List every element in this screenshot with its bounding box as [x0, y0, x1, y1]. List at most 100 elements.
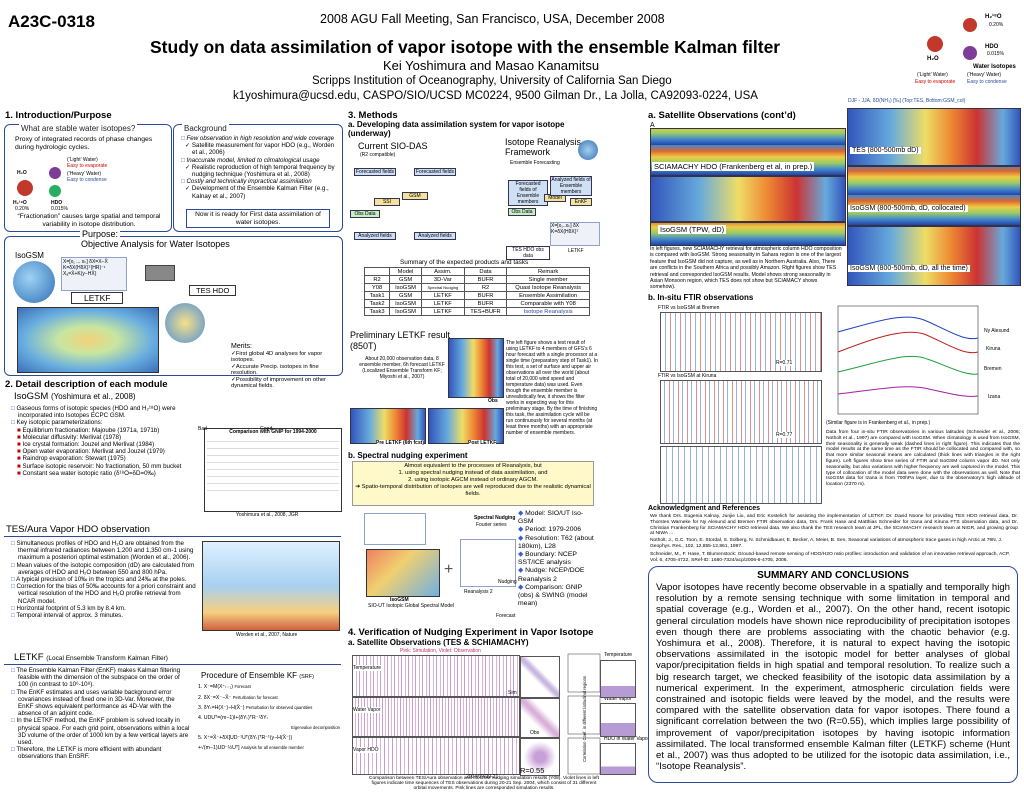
- spectral-plot: [364, 513, 426, 545]
- table-row: R2 GSM 3D-Var BUFR Single member: [363, 275, 590, 284]
- table-row: Task2 IsoGSM LETKF BUFR Comparable with Y08: [363, 299, 590, 308]
- prelim-pre-map: [350, 408, 426, 444]
- light-label: (‘Light’ Water): [67, 157, 98, 163]
- merit-item: ✓Accurate Precip. isotopes in fine resol…: [231, 363, 319, 377]
- h218o-label: H₂¹⁸O: [985, 14, 1002, 20]
- bg-item: □ Few observation in high resolution and…: [181, 135, 335, 142]
- cond-label: Easy to condense: [67, 177, 107, 183]
- pre-label: Pre LETKF (6th fcst): [376, 440, 425, 446]
- ftir-kiruna-plot: [660, 380, 822, 444]
- ref-1: Notholt, J., G.C. Toon, E. Stordal, S. S…: [650, 538, 1003, 549]
- methods-b-title: b. Spectral nudging experiment: [348, 451, 468, 460]
- section-2-title: 2. Detail description of each module: [5, 379, 168, 390]
- purpose-box: Purpose: Objective Analysis for Water Is…: [4, 229, 343, 389]
- post-label: Post LETKF: [468, 440, 497, 446]
- bg-item: □ Costly and technically impractical ass…: [181, 178, 312, 186]
- isogsm-all-map: [847, 226, 1021, 286]
- letkf-rule: [4, 664, 341, 665]
- diag-box: SSI: [374, 198, 400, 206]
- verif-caption: Comparison between TES/Aura observation …: [369, 776, 599, 792]
- gnip-table-title: Comparison with GNIP for 1994-2000: [229, 429, 317, 435]
- summary-text: Vapor isotopes have recently become obse…: [656, 582, 1010, 773]
- station-izana: Izana: [988, 394, 1001, 400]
- purpose-globe-map-2: [165, 303, 205, 343]
- ftir-r2: R=0.77: [776, 432, 793, 438]
- model-specs: ◆ Model: SIO/UT Iso-GSM ◆ Period: 1979-2…: [518, 510, 594, 608]
- diag-box: EnKF: [570, 198, 592, 206]
- easy-evaporate-label: Easy to evaporate: [915, 79, 956, 85]
- summary-box: SUMMARY AND CONCLUSIONS Vapor isotopes h…: [648, 566, 1018, 783]
- isogsm-collocated-map: [847, 166, 1021, 226]
- hdo-molecule-icon: [963, 46, 977, 60]
- diag-equation: X=[x₁..xₖ] δX K=δX(HδX)ᵀ: [550, 222, 600, 246]
- prelim-obs-map: [448, 338, 504, 398]
- tasks-table-title: Summary of the expected products and tas…: [400, 259, 529, 266]
- ftir-text: Data from four in-situ FTIR observatorie…: [826, 430, 1020, 488]
- diag-box: Analyzed fields: [414, 232, 456, 240]
- nudge-label: Reanalysis 2: [464, 589, 493, 595]
- now-ready-box: Now it is ready for First data assimilat…: [186, 209, 330, 229]
- diag-box: GSM: [402, 192, 428, 200]
- isogsm-collocated-label: IsoGSM (800-500mb, dD, collocated): [848, 205, 968, 212]
- diag-box: Analyzed fields of Ensemble members: [550, 176, 592, 196]
- nudge-label: Spectral Nudging: [474, 515, 516, 521]
- plus-icon: +: [444, 561, 454, 578]
- merits-title: Merits:: [231, 343, 252, 350]
- bg-item: □ Inaccurate model, limited to climatolo…: [181, 156, 320, 164]
- tes-aura-list: □ Simultaneous profiles of HDO and H₂O a…: [11, 540, 196, 620]
- isogsm-tpw-label: IsoGSM (TPW, dD): [658, 225, 727, 234]
- corr-ylabel: Correlation Coef. in different latitudin…: [582, 675, 587, 763]
- diag-box: Obs Data: [350, 210, 380, 218]
- isotopes-box-title: What are stable water isotopes?: [19, 124, 138, 133]
- h2o-molecule-icon: [927, 36, 943, 52]
- nudge-label: Fourier series: [476, 522, 507, 528]
- current-das-sub: (R2 compatible): [360, 152, 396, 158]
- verif-legend: Pink: Simulation, Violet: Observation: [400, 648, 481, 654]
- panel-a-label: A: [650, 122, 655, 129]
- diag-box: Forecasted fields of Ensemble members: [508, 180, 548, 206]
- station-ny: Ny Alesund: [984, 328, 1010, 334]
- fractionation-text: “Fractionation” causes large spatial and…: [17, 213, 161, 228]
- merits-list: ✓First global 4D analyses for vapor isot…: [231, 351, 339, 389]
- pct2-text: 0.015%: [51, 206, 68, 212]
- bg-item: ✓ Realistic reproduction of high tempora…: [185, 163, 335, 179]
- scatter-hdo: [520, 738, 560, 776]
- procedure-title: Procedure of Ensemble KF (SRF): [201, 671, 314, 680]
- ftir-kiruna-label: FTIR vs IsoGSM at Kiruna: [658, 373, 717, 379]
- isogsm-description: □ Gaseous forms of isotopic species (HDO…: [11, 405, 182, 477]
- tes-top-label: DJF - JJA, δD(NH₃) [‰] (Top:TES, Bottom:…: [848, 98, 966, 104]
- diag-box: Analyzed fields: [354, 232, 396, 240]
- station-kiruna: Kiruna: [986, 346, 1001, 352]
- prelim-note: About 20,000 observation data, 8 ensembl…: [359, 356, 445, 380]
- h2o-icon: [17, 180, 33, 196]
- obs-scatter-label: Obs: [530, 730, 540, 736]
- table-row: Task1 GSM LETKF BUFR Ensemble Assimilation: [363, 291, 590, 300]
- prelim-text: The left figure shows a test result of u…: [506, 340, 598, 436]
- station-bremen: Bremen: [984, 366, 1002, 372]
- spectral-nudging-box: Almost equivalent to the processes of Re…: [352, 461, 594, 506]
- h218o-icon: [49, 185, 61, 197]
- nudge-label: Nudging: [498, 579, 517, 585]
- scatter-temperature: [520, 656, 560, 698]
- iso-frame-title: Isotope Reanalysis Framework: [505, 137, 582, 157]
- evap-label: Easy to evaporate: [67, 163, 108, 169]
- hdo-pct: 0.015%: [987, 51, 1004, 57]
- isotopes-box-text: Proxy of integrated records of phase cha…: [15, 136, 153, 151]
- nudge-label: Forecast: [496, 613, 516, 619]
- tes-profile-figure: [202, 541, 340, 631]
- correlation-bar-charts: [567, 653, 601, 775]
- bad-label: Bad: [198, 426, 207, 432]
- satellite-cont-text: In left figures, new SCIAMACHY retrieval…: [650, 246, 842, 291]
- obs-label: Obs: [488, 398, 498, 404]
- similar-figure-note: (Similar figure is in Frankenberg et al.…: [826, 420, 931, 426]
- pct1-text: 0.20%: [15, 206, 30, 212]
- diag-box: Obs Data: [508, 208, 536, 216]
- ftir-r1: R=0.71: [776, 360, 793, 366]
- merit-item: ✓Possibility of improvement on other dyn…: [231, 376, 327, 390]
- section-3-title: 3. Methods: [348, 110, 398, 121]
- tasks-table: Model Assim. Data Remark R2 GSM 3D-Var BUFR Sin…: [363, 267, 590, 316]
- h2o-text: H₂O: [17, 170, 27, 176]
- tes-map-label: TES (800-500mb dD): [850, 147, 921, 154]
- tes-satellite-icon: [145, 265, 175, 281]
- contact: k1yoshimura@ucsd.edu, CASPO/SIO/UCSD MC0…: [233, 90, 758, 102]
